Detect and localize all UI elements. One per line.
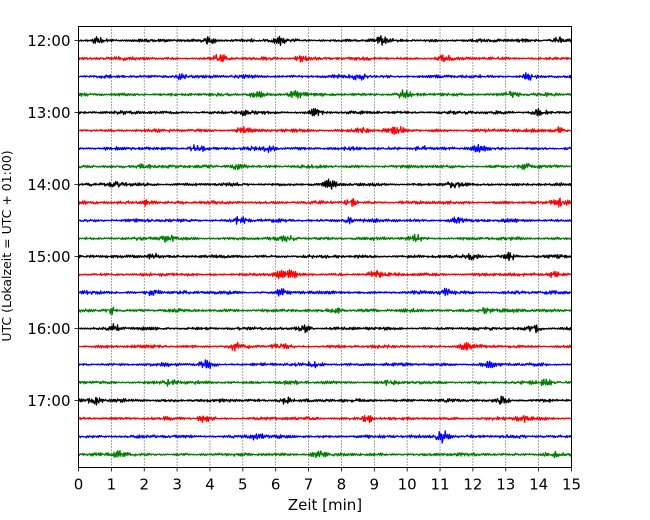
x-tick-label: 3 xyxy=(172,476,182,494)
trace-1315 xyxy=(78,126,572,136)
x-axis: 0 1 2 3 4 5 6 7 8 9 10 11 12 13 14 15 xyxy=(74,467,581,494)
y-tick-label: 13:00 xyxy=(27,104,70,122)
trace-1600 xyxy=(78,323,573,334)
y-tick-label: 17:00 xyxy=(27,392,70,410)
trace-1615 xyxy=(78,341,573,352)
x-tick-label: 4 xyxy=(205,476,215,494)
trace-1345 xyxy=(77,163,572,171)
x-tick-label: 1 xyxy=(107,476,117,494)
trace-1245 xyxy=(77,89,572,99)
trace-1200 xyxy=(78,35,573,47)
x-tick-label: 5 xyxy=(238,476,248,494)
x-tick-label: 15 xyxy=(562,476,581,494)
plot-frame xyxy=(78,26,572,468)
trace-1330 xyxy=(78,143,572,154)
y-axis: 12:00 13:00 14:00 15:00 16:00 17:00 xyxy=(27,32,79,410)
y-tick-label: 15:00 xyxy=(27,248,70,266)
trace-1700 xyxy=(77,395,573,406)
trace-1730 xyxy=(78,430,572,444)
x-tick-label: 11 xyxy=(430,476,449,494)
x-tick-label: 10 xyxy=(398,476,417,494)
x-tick-label: 14 xyxy=(529,476,548,494)
trace-1645 xyxy=(77,378,572,387)
trace-group xyxy=(77,35,573,459)
trace-1230 xyxy=(78,72,573,81)
trace-1300 xyxy=(77,107,572,117)
x-tick-label: 7 xyxy=(304,476,314,494)
y-axis-label: UTC (Lokalzeit = UTC + 01:00) xyxy=(0,150,14,341)
trace-1400 xyxy=(77,178,572,190)
trace-1500 xyxy=(78,251,573,262)
trace-1415 xyxy=(77,197,572,208)
y-tick-label: 14:00 xyxy=(27,176,70,194)
trace-1515 xyxy=(78,269,572,280)
x-tick-label: 0 xyxy=(74,476,84,494)
trace-1745 xyxy=(77,449,572,459)
trace-1630 xyxy=(77,359,572,370)
x-tick-label: 12 xyxy=(463,476,482,494)
x-tick-label: 2 xyxy=(139,476,149,494)
x-axis-label: Zeit [min] xyxy=(288,496,362,514)
trace-1215 xyxy=(78,53,572,63)
x-tick-label: 8 xyxy=(337,476,347,494)
x-tick-label: 6 xyxy=(271,476,281,494)
trace-1430 xyxy=(77,215,573,225)
trace-1715 xyxy=(77,414,572,424)
x-tick-label: 9 xyxy=(370,476,380,494)
trace-1530 xyxy=(77,287,572,297)
x-tick-label: 13 xyxy=(496,476,515,494)
trace-1445 xyxy=(77,233,573,243)
y-tick-label: 16:00 xyxy=(27,320,70,338)
y-tick-label: 12:00 xyxy=(27,32,70,50)
trace-1545 xyxy=(77,306,572,316)
